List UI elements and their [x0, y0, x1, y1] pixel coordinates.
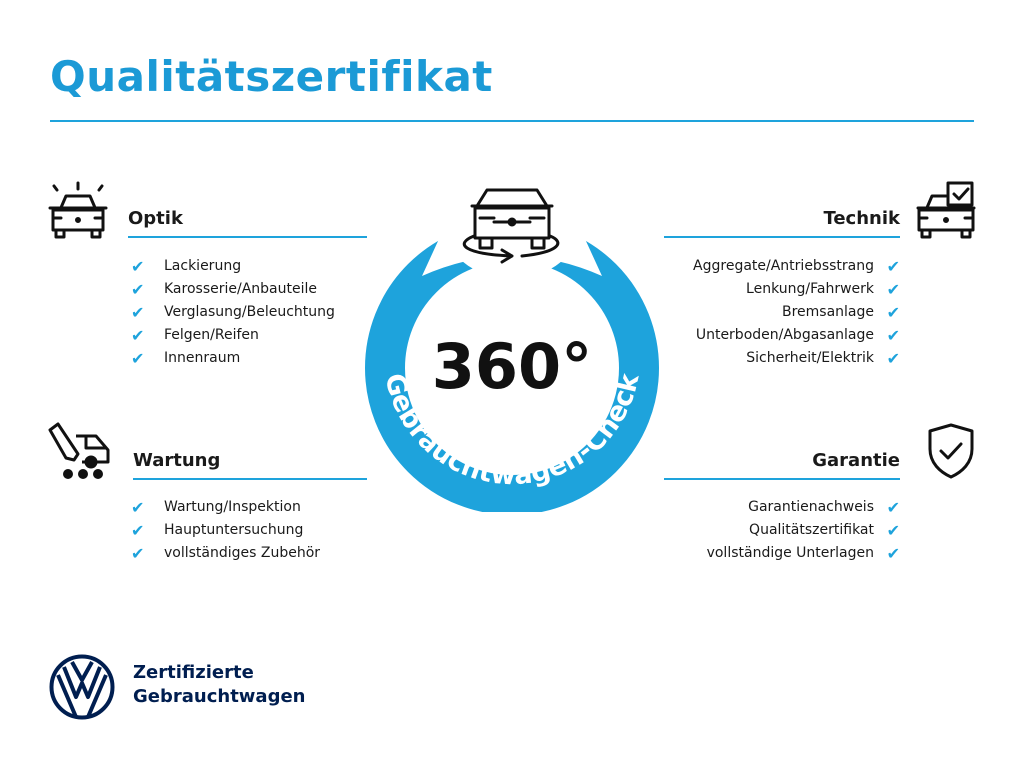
- list-item: vollständige Unterlagen: [706, 545, 874, 561]
- check-icon: ✔: [886, 544, 900, 563]
- check-icon: ✔: [131, 498, 145, 517]
- technik-list: Aggregate/Antriebsstrang ✔ Lenkung/Fahrwe…: [693, 255, 900, 370]
- divider: [664, 478, 900, 480]
- list-item: Karosserie/Anbauteile: [164, 281, 317, 297]
- car-checkbox-icon: [916, 181, 976, 239]
- logo-line-1: Zertifizierte: [133, 662, 254, 683]
- page-title: Qualitätszertifikat: [50, 52, 493, 101]
- section-title-garantie: Garantie: [812, 450, 900, 471]
- check-icon: ✔: [131, 544, 145, 563]
- list-item: Sicherheit/Elektrik: [746, 350, 874, 366]
- check-icon: ✔: [886, 349, 900, 368]
- list-item: Wartung/Inspektion: [164, 499, 301, 515]
- list-item: Innenraum: [164, 350, 241, 366]
- list-item: Aggregate/Antriebsstrang: [693, 258, 874, 274]
- list-item: Felgen/Reifen: [164, 327, 259, 343]
- 360-check-badge: 360° Gebrauchtwagen-Check: [365, 188, 659, 512]
- check-icon: ✔: [131, 303, 145, 322]
- vw-logo: [49, 654, 115, 720]
- shield-check-icon: [928, 423, 974, 479]
- section-title-optik: Optik: [128, 208, 183, 229]
- check-icon: ✔: [131, 326, 145, 345]
- check-icon: ✔: [886, 303, 900, 322]
- optik-list: ✔ Lackierung ✔ Karosserie/Anbauteile ✔ Verg…: [128, 255, 335, 370]
- list-item: Garantienachweis: [748, 499, 874, 515]
- check-icon: ✔: [886, 257, 900, 276]
- car-lights-icon: [48, 181, 108, 239]
- check-icon: ✔: [886, 521, 900, 540]
- list-item: Bremsanlage: [781, 304, 874, 320]
- garantie-list: Garantienachweis ✔ Qualitätszertifikat ✔ v…: [707, 496, 900, 565]
- section-title-technik: Technik: [823, 208, 900, 229]
- logo-line-2: Gebrauchtwagen: [133, 686, 306, 707]
- 360-label: 360°: [432, 330, 592, 403]
- divider: [128, 236, 367, 238]
- list-item: Qualitätszertifikat: [749, 522, 874, 538]
- check-icon: ✔: [886, 326, 900, 345]
- check-icon: ✔: [886, 280, 900, 299]
- divider: [133, 478, 367, 480]
- check-icon: ✔: [131, 257, 145, 276]
- logo-text: Zertifizierte Gebrauchtwagen: [133, 661, 305, 709]
- service-van-icon: [48, 422, 110, 479]
- title-divider: [50, 120, 974, 122]
- list-item: Unterboden/Abgasanlage: [695, 327, 874, 343]
- list-item: Lackierung: [164, 258, 242, 274]
- list-item: Lenkung/Fahrwerk: [746, 281, 874, 297]
- section-title-wartung: Wartung: [133, 450, 221, 471]
- check-icon: ✔: [131, 521, 145, 540]
- check-icon: ✔: [886, 498, 900, 517]
- list-item: Hauptuntersuchung: [164, 522, 304, 538]
- divider: [664, 236, 900, 238]
- wartung-list: ✔ Wartung/Inspektion ✔ Hauptuntersuchung ✔…: [128, 496, 320, 565]
- list-item: Verglasung/Beleuchtung: [164, 304, 335, 320]
- check-icon: ✔: [131, 349, 145, 368]
- list-item: vollständiges Zubehör: [164, 545, 321, 561]
- car-rotate-icon: [462, 188, 560, 264]
- check-icon: ✔: [131, 280, 145, 299]
